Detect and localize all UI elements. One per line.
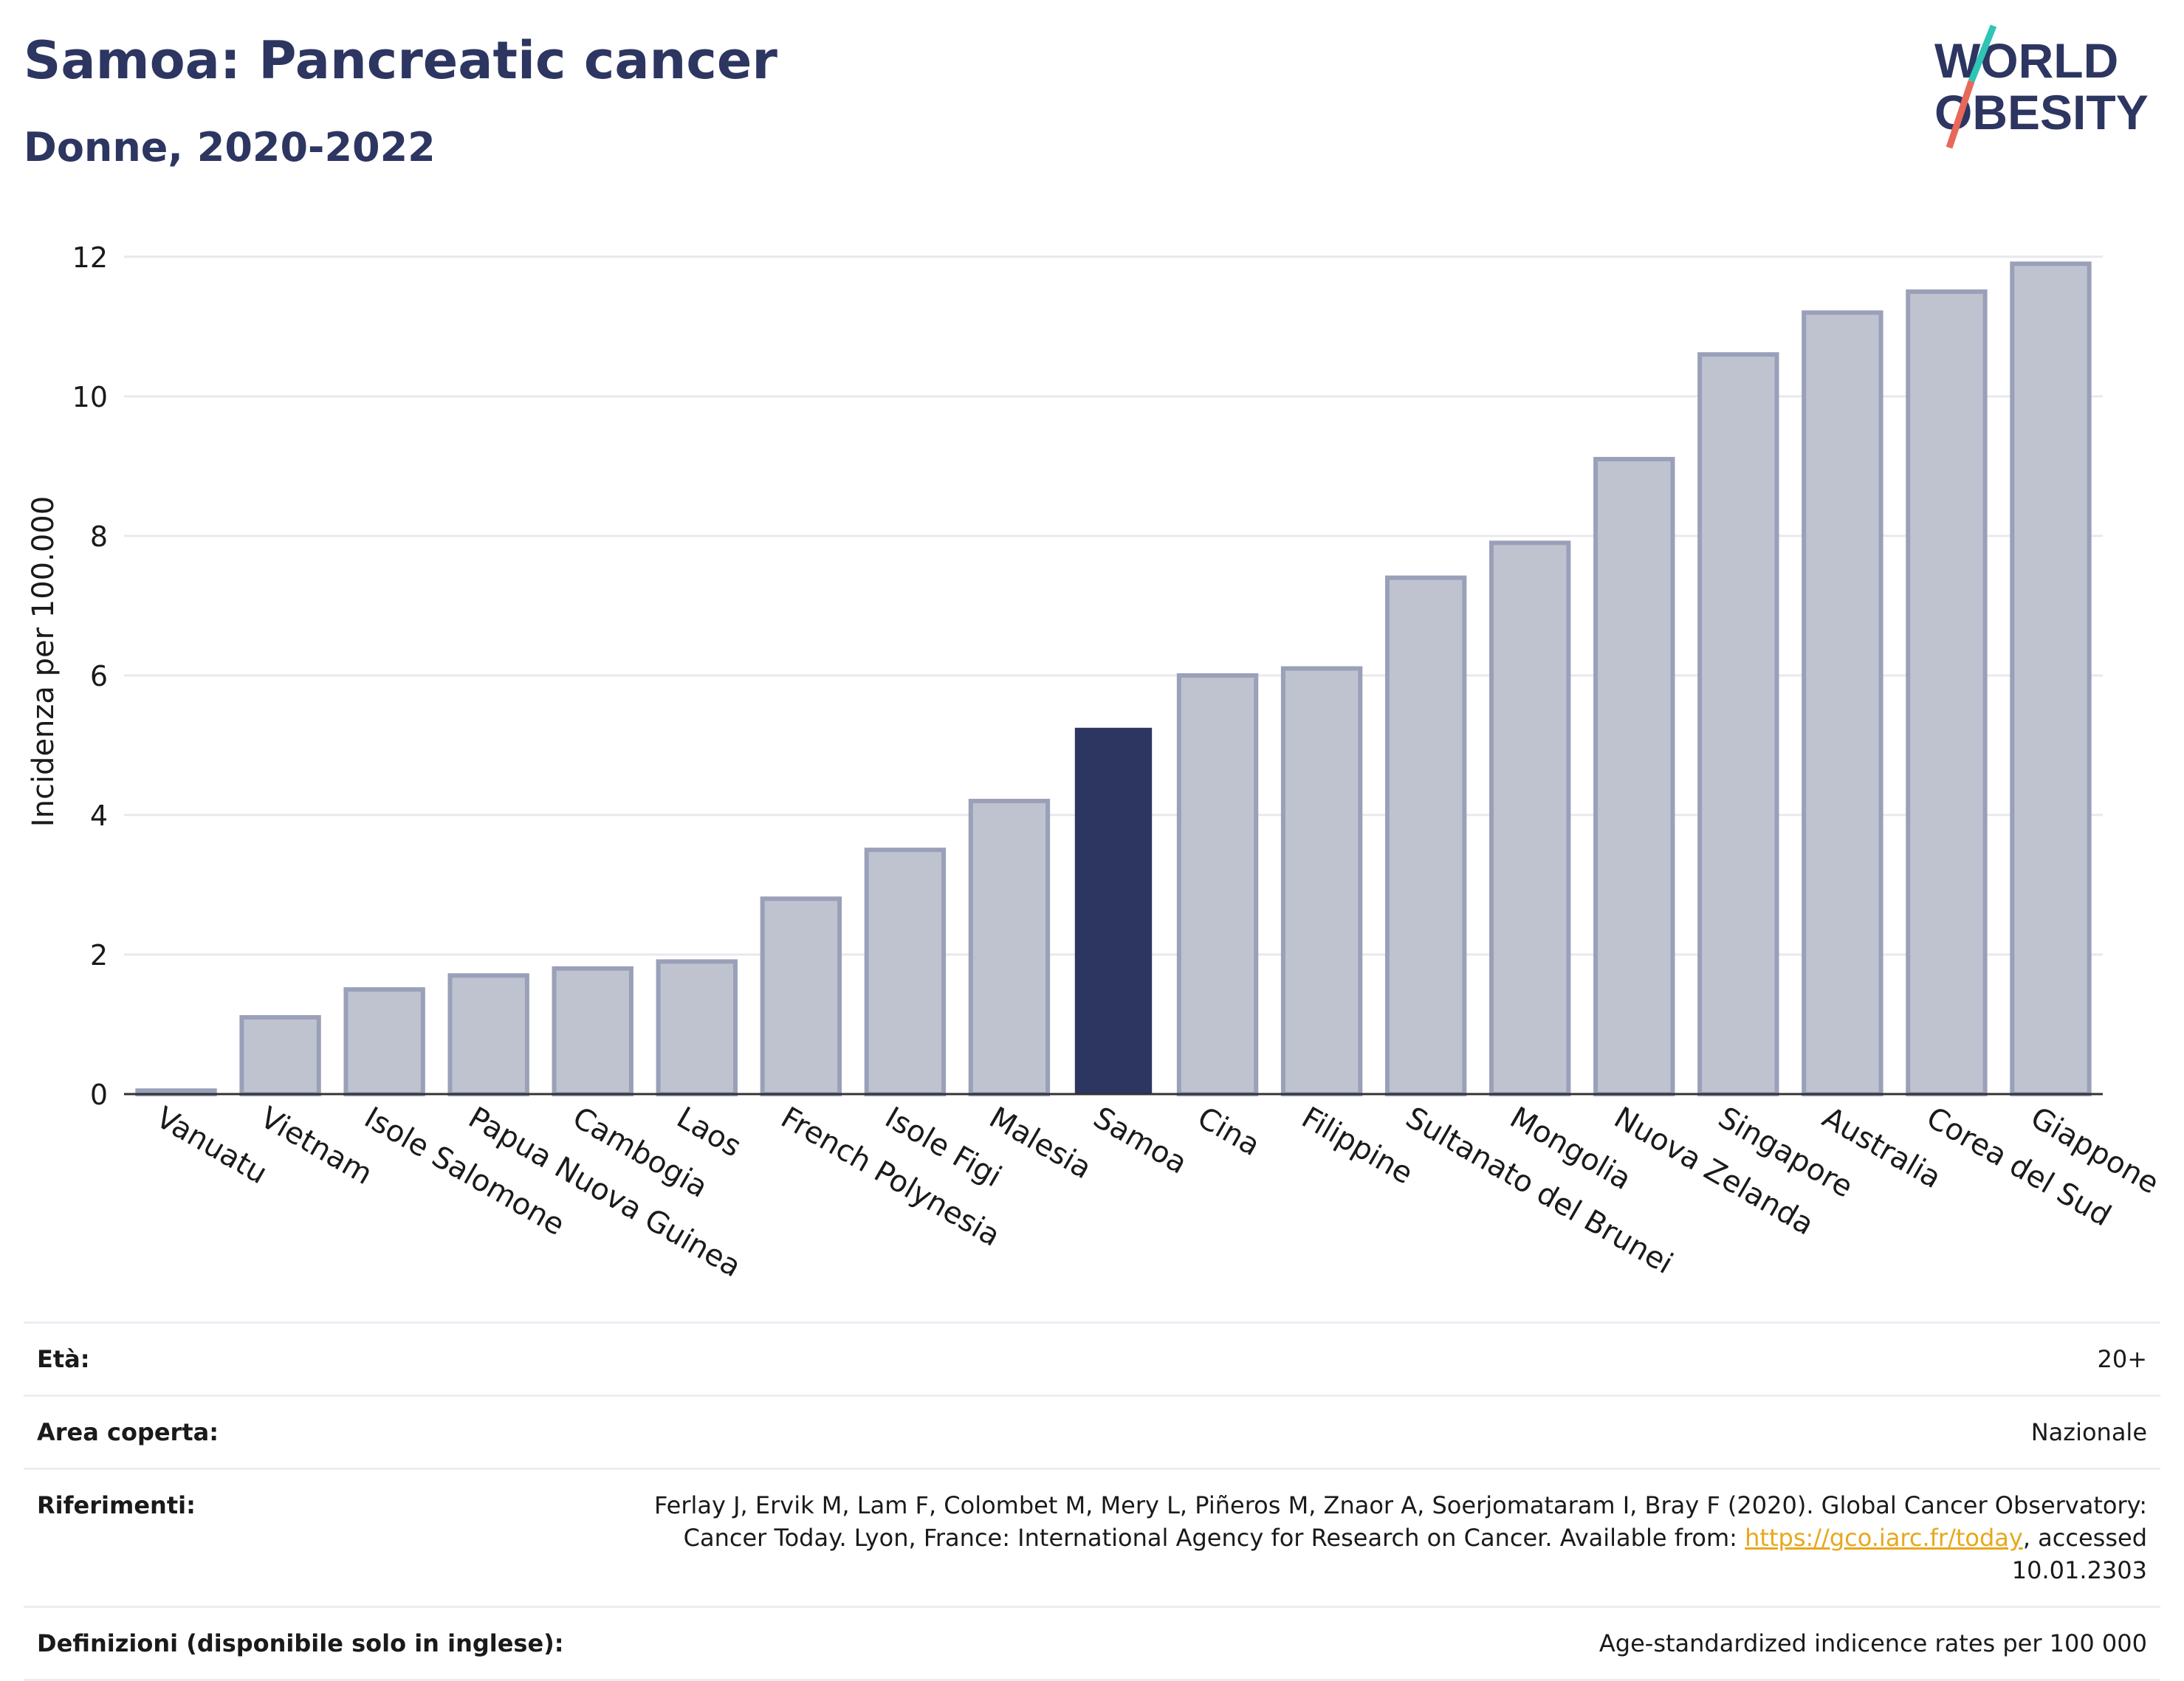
bar [2010,261,2092,1096]
x-tick-label: Corea del Sud [1920,1101,2116,1234]
y-tick-label: 6 [90,660,108,692]
y-tick-label: 0 [90,1079,108,1111]
x-tick-label: Vietnam [255,1101,378,1192]
info-row-area: Area coperta: Nazionale [24,1395,2160,1468]
x-tick-label: Laos [671,1101,747,1164]
y-tick-label: 2 [90,939,108,972]
x-tick-label: Cina [1192,1101,1266,1163]
bar [1906,289,1988,1096]
references-suffix: , accessed 10.01.2303 [2011,1524,2147,1584]
y-axis-label: Incidenza per 100.000 [27,496,61,827]
bar [1176,673,1259,1096]
chart-subtitle: Donne, 2020-2022 [24,124,436,171]
bar-highlighted [1074,727,1153,1094]
bar [552,966,633,1096]
x-tick-label: Samoa [1088,1101,1192,1181]
bar [1384,575,1467,1096]
references-label: Riferimenti: [37,1491,196,1519]
world-obesity-logo: WORLD OBESITY [1934,24,2149,149]
definitions-value: Age-standardized indicence rates per 100… [1598,1629,2147,1657]
info-row-age: Età: 20+ [24,1321,2160,1395]
y-tick-label: 4 [90,800,108,832]
y-tick-label: 10 [72,381,108,413]
bar [1593,456,1675,1096]
bar [1489,540,1571,1096]
bar-chart: 0 2 4 6 8 10 12 Incidenza per 100.000 VanuatuVie… [27,241,2165,1285]
bar [447,973,529,1097]
bar [239,1015,321,1096]
references-value: Ferlay J, Ervik M, Lam F, Colombet M, Me… [597,1489,2147,1587]
area-value: Nazionale [2030,1418,2147,1446]
info-row-references: Riferimenti: Ferlay J, Ervik M, Lam F, C… [24,1468,2160,1606]
definitions-label: Definizioni (disponibile solo in inglese… [37,1629,564,1657]
logo-line1: WORLD [1934,33,2118,88]
area-label: Area coperta: [37,1418,219,1446]
bar [1280,666,1363,1096]
info-table: Età: 20+ Area coperta: Nazionale Riferim… [24,1321,2160,1681]
age-label: Età: [37,1345,90,1373]
x-tick-label: Filippine [1296,1101,1418,1191]
bar [864,848,947,1097]
bar [760,896,842,1097]
references-text: Ferlay J, Ervik M, Lam F, Colombet M, Me… [654,1491,2147,1552]
info-row-definitions: Definizioni (disponibile solo in inglese… [24,1606,2160,1681]
y-tick-label: 8 [90,520,108,553]
logo-slash-red [1946,80,1975,149]
bar [1802,310,1883,1097]
y-tick-label: 12 [72,241,108,274]
logo-slash-teal [1968,24,1997,83]
bar [968,799,1051,1096]
x-tick-label: Vanuatu [151,1101,273,1191]
bar [656,959,738,1096]
age-value: 20+ [2097,1345,2147,1373]
references-link[interactable]: https://gco.iarc.fr/today [1745,1524,2023,1552]
chart-title: Samoa: Pancreatic cancer [24,30,777,91]
bar [1697,352,1779,1096]
bar [343,987,425,1097]
